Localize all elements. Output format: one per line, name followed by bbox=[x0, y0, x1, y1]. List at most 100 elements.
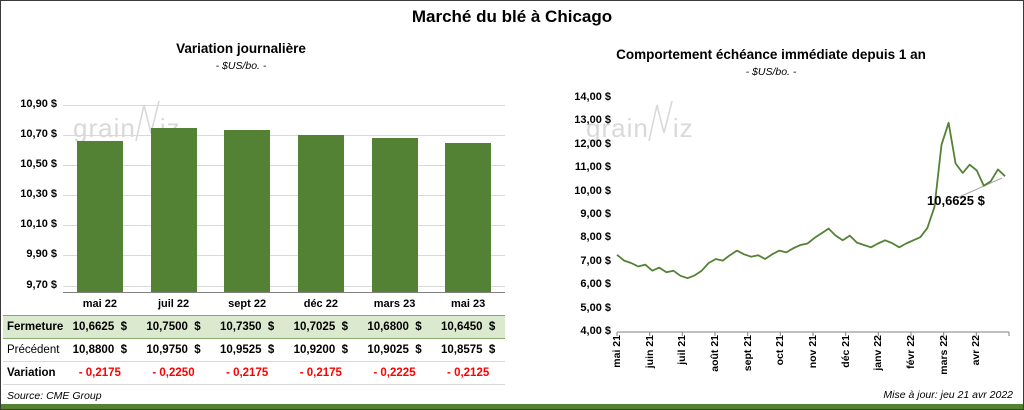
x-tick-label: sept 22 bbox=[228, 298, 267, 310]
grid-line bbox=[63, 195, 505, 197]
watermark-text-iz: iz bbox=[672, 113, 694, 143]
x-tick-label: avr 22 bbox=[970, 335, 983, 366]
bar-chart-subtitle: - $US/bo. - bbox=[215, 60, 267, 72]
row-label: Variation bbox=[7, 367, 56, 379]
watermark-text-grain: grain bbox=[586, 113, 649, 143]
line-chart-subtitle: - $US/bo. - bbox=[745, 66, 797, 78]
table-cell: - 0,2175 bbox=[78, 367, 121, 379]
grid-line bbox=[63, 225, 505, 227]
x-tick-label: mai 21 bbox=[611, 335, 623, 368]
bar-plot-area bbox=[63, 97, 505, 293]
x-tick-label: déc 22 bbox=[303, 298, 338, 310]
last-price-annotation: 10,6625 $ bbox=[927, 193, 985, 208]
x-tick-label: nov 21 bbox=[807, 335, 819, 369]
y-tick-label: 12,00 $ bbox=[574, 137, 611, 150]
line-plot-area bbox=[616, 98, 1010, 338]
bar bbox=[445, 143, 492, 293]
watermark-text-grain: grain bbox=[73, 113, 136, 143]
y-tick-label: 10,00 $ bbox=[574, 184, 611, 197]
table-cell: 10,9750 $ bbox=[146, 344, 201, 356]
table-cell: 10,7500 $ bbox=[146, 321, 201, 333]
table-cell: - 0,2175 bbox=[299, 367, 342, 379]
grid-line bbox=[63, 255, 505, 257]
y-tick-label: 13,00 $ bbox=[574, 114, 611, 127]
bar bbox=[224, 129, 271, 293]
y-tick-label: 9,00 $ bbox=[580, 208, 611, 220]
line-chart-svg bbox=[616, 121, 1010, 336]
grid-line bbox=[63, 165, 505, 167]
price-line-series bbox=[616, 121, 1006, 280]
x-tick-label: déc 21 bbox=[839, 335, 852, 368]
y-tick-label: 6,00 $ bbox=[580, 278, 611, 291]
x-tick-label: août 21 bbox=[709, 335, 721, 372]
grid-line bbox=[63, 135, 505, 137]
x-tick-label: mars 22 bbox=[937, 335, 950, 375]
line-x-axis: mai 21 juin 21 juil 21 août 21 sept 21 oct 21… bbox=[611, 335, 1009, 387]
table-cell: 10,9200 $ bbox=[293, 344, 348, 356]
y-tick-label: 10,70 $ bbox=[20, 128, 57, 141]
x-tick-label: juin 21 bbox=[643, 335, 656, 369]
table-cell: - 0,2250 bbox=[152, 367, 195, 379]
x-axis-line bbox=[63, 292, 505, 293]
line-chart-title: Comportement échéance immédiate depuis 1… bbox=[616, 47, 926, 62]
table-cell: - 0,2175 bbox=[226, 367, 269, 379]
bar-chart-title: Variation journalière bbox=[176, 41, 306, 56]
row-label: Fermeture bbox=[7, 321, 64, 333]
x-tick-label: sept 21 bbox=[741, 335, 754, 372]
y-tick-label: 8,00 $ bbox=[580, 231, 611, 244]
table-cell: 10,9025 $ bbox=[367, 344, 422, 356]
page-title: Marché du blé à Chicago bbox=[411, 7, 613, 26]
annotation-leader-line bbox=[956, 177, 1003, 199]
x-tick-label: juil 22 bbox=[157, 298, 190, 310]
table-row: Variation - 0,2175 - 0,2250 - 0,2175 - 0,217… bbox=[3, 362, 505, 385]
bar bbox=[371, 138, 418, 293]
grid-line bbox=[63, 285, 505, 287]
source-note: Source: CME Group bbox=[7, 390, 102, 402]
watermark-zigzag-icon bbox=[648, 100, 673, 142]
table-cell: 10,7025 $ bbox=[293, 321, 348, 333]
line-y-axis: 14,00 $ 13,00 $ 12,00 $ 11,00 $ 10,00 $ 9,00 … bbox=[551, 91, 611, 337]
table-cell: 10,6625 $ bbox=[72, 321, 127, 333]
quote-table: Fermeture 10,6625 $ 10,7500 $ 10,7350 $ 10,7… bbox=[3, 315, 505, 385]
grid-line bbox=[63, 105, 505, 106]
update-note: Mise à jour: jeu 21 avr 2022 bbox=[883, 389, 1013, 401]
grainwiz-watermark: grain iz bbox=[586, 99, 694, 143]
bar-y-axis: 9,70 $ 9,90 $ 10,10 $ 10,30 $ 10,50 $ 10,70 $… bbox=[1, 97, 57, 293]
table-row: Fermeture 10,6625 $ 10,7500 $ 10,7350 $ 10,7… bbox=[3, 315, 505, 339]
y-tick-label: 5,00 $ bbox=[580, 301, 611, 314]
y-tick-label: 4,00 $ bbox=[580, 325, 611, 337]
x-tick-label: mai 23 bbox=[451, 298, 486, 310]
table-cell: - 0,2225 bbox=[373, 367, 416, 379]
watermark-zigzag-icon bbox=[135, 100, 160, 142]
x-tick-label: mars 23 bbox=[373, 298, 416, 310]
bar-x-axis: mai 22 juil 22 sept 22 déc 22 mars 23 mai 23 bbox=[63, 298, 505, 312]
bar bbox=[150, 127, 197, 293]
bar bbox=[297, 134, 344, 293]
y-tick-label: 10,50 $ bbox=[20, 158, 57, 171]
x-tick-label: juil 21 bbox=[676, 335, 689, 365]
x-tick-label: mai 22 bbox=[82, 298, 117, 310]
footer-accent-bar bbox=[1, 404, 1023, 409]
table-cell: 10,7350 $ bbox=[219, 321, 275, 333]
table-cell: 10,6800 $ bbox=[367, 321, 422, 333]
y-tick-label: 7,00 $ bbox=[580, 254, 611, 267]
y-tick-label: 11,00 $ bbox=[574, 161, 611, 174]
y-tick-label: 9,70 $ bbox=[26, 278, 57, 291]
x-tick-label: févr 22 bbox=[905, 335, 917, 369]
x-tick-label: janv 22 bbox=[872, 335, 885, 371]
table-cell: - 0,2125 bbox=[447, 367, 490, 379]
table-cell: 10,8800 $ bbox=[72, 344, 127, 356]
bar bbox=[76, 140, 123, 293]
row-label: Précédent bbox=[7, 344, 60, 356]
table-row: Précédent 10,8800 $ 10,9750 $ 10,9525 $ 10,9… bbox=[3, 339, 505, 362]
y-tick-label: 10,90 $ bbox=[20, 98, 57, 110]
y-tick-label: 9,90 $ bbox=[26, 248, 57, 261]
table-cell: 10,6450 $ bbox=[440, 321, 496, 333]
x-tick-label: oct 21 bbox=[774, 335, 787, 366]
table-cell: 10,9525 $ bbox=[219, 344, 275, 356]
table-cell: 10,8575 $ bbox=[440, 344, 496, 356]
y-tick-label: 14,00 $ bbox=[574, 91, 611, 103]
y-tick-label: 10,10 $ bbox=[20, 218, 57, 231]
y-tick-label: 10,30 $ bbox=[20, 188, 57, 201]
